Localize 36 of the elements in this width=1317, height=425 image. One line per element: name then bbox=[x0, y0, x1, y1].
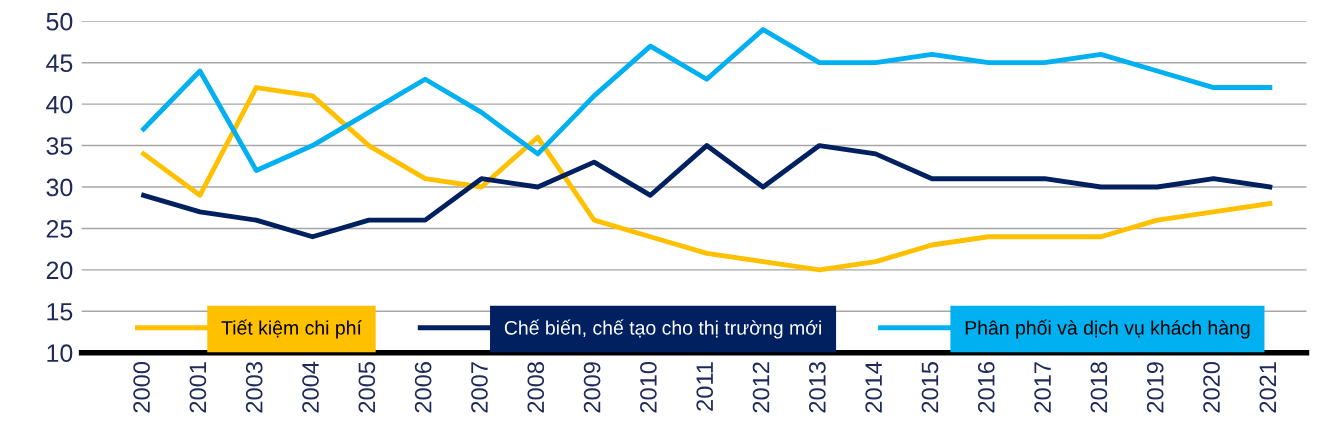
line-series bbox=[141, 85, 1273, 273]
x-tick-label: 2003 bbox=[245, 362, 263, 413]
x-tick-label: 2007 bbox=[471, 362, 488, 413]
legend-label: Tiết kiệm chi phí bbox=[221, 319, 362, 339]
x-tick-label: 2016 bbox=[977, 362, 995, 413]
line-series bbox=[141, 143, 1273, 240]
x-tick-label: 2006 bbox=[414, 362, 432, 413]
y-tick-label: 15 bbox=[47, 303, 73, 321]
legend-label: Chế biến, chế tạo cho thị trường mới bbox=[504, 319, 821, 339]
x-tick-label: 2019 bbox=[1146, 362, 1164, 413]
x-tick-label: 2004 bbox=[302, 361, 319, 413]
x-tick-label: 2012 bbox=[752, 362, 770, 413]
x-tick-label: 2000 bbox=[133, 362, 150, 413]
x-tick-label: 2009 bbox=[583, 362, 601, 413]
x-tick-label: 2017 bbox=[1034, 362, 1051, 413]
x-tick-label: 2015 bbox=[921, 362, 939, 413]
x-tick-label: 2001 bbox=[189, 362, 207, 413]
x-tick-label: 2021 bbox=[1259, 362, 1277, 413]
y-tick-label: 30 bbox=[46, 178, 73, 197]
x-tick-label: 2014 bbox=[865, 361, 883, 413]
x-tick-label: 2020 bbox=[1203, 362, 1220, 413]
x-tick-label: 2011 bbox=[696, 362, 714, 411]
y-tick-label: 45 bbox=[46, 54, 73, 72]
x-tick-label: 2010 bbox=[640, 362, 657, 413]
x-tick-label: 2005 bbox=[358, 362, 376, 413]
y-tick-label: 25 bbox=[46, 220, 73, 238]
legend-label: Phân phối và dịch vụ khách hàng bbox=[965, 319, 1250, 339]
y-tick-label: 35 bbox=[46, 137, 73, 155]
y-tick-label: 50 bbox=[46, 12, 73, 31]
line-series bbox=[141, 27, 1273, 173]
x-tick-label: 2018 bbox=[1090, 362, 1108, 413]
y-tick-label: 20 bbox=[46, 261, 73, 280]
y-tick-label: 10 bbox=[47, 344, 73, 363]
x-tick-label: 2008 bbox=[527, 362, 545, 413]
x-tick-label: 2013 bbox=[808, 362, 826, 413]
y-tick-label: 40 bbox=[46, 95, 73, 114]
